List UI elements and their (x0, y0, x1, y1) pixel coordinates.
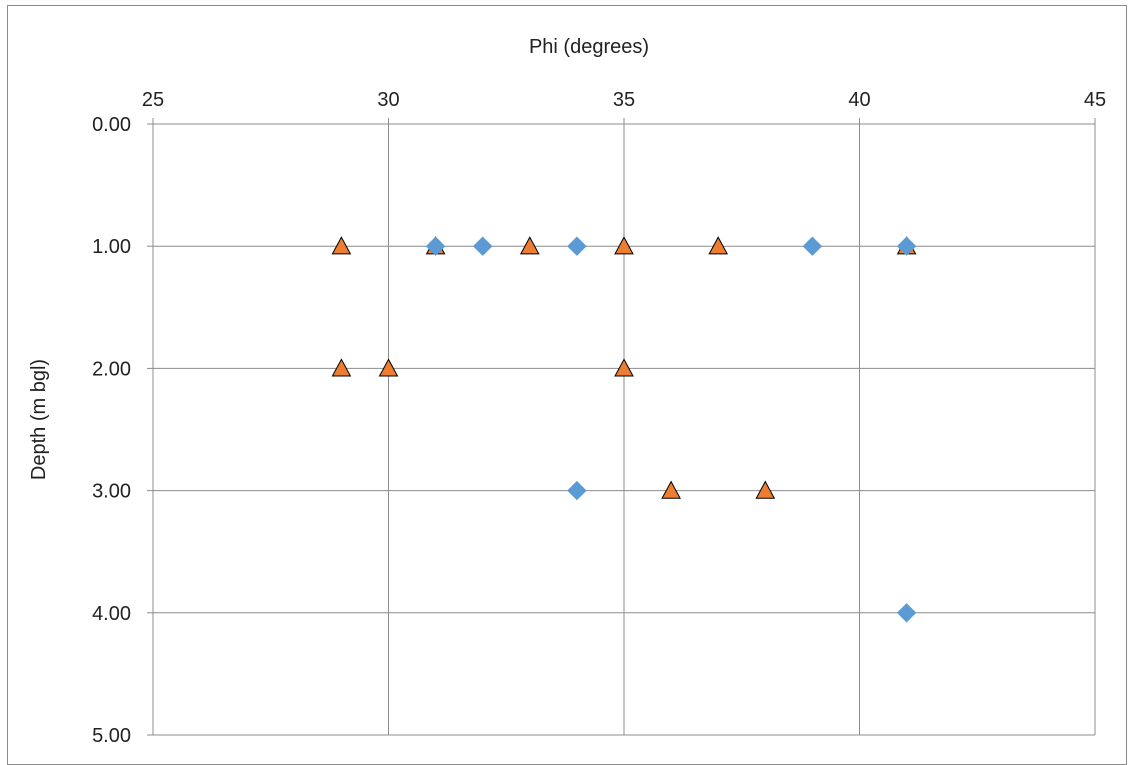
grid-lines (147, 118, 1096, 736)
x-tick-label: 40 (848, 89, 870, 111)
diamond-point (472, 236, 493, 256)
triangle-point (331, 358, 352, 377)
x-tick-label: 25 (142, 89, 164, 111)
y-axis-ticks: 0.00 1.00 2.00 3.00 4.00 5.00 (92, 114, 131, 747)
triangle-point (331, 236, 352, 255)
triangle-point (755, 480, 776, 499)
x-tick-label: 35 (613, 89, 635, 111)
diamond-point (567, 480, 587, 501)
y-tick-label: 1.00 (92, 236, 131, 258)
diamond-point (896, 236, 917, 256)
triangle-point (708, 236, 729, 255)
x-tick-label: 45 (1084, 89, 1106, 111)
diamond-point (896, 603, 917, 623)
diamond-point (425, 236, 446, 256)
triangle-point (661, 480, 681, 499)
triangle-point (519, 236, 540, 255)
y-tick-label: 3.00 (92, 481, 131, 503)
chart-frame (7, 5, 1127, 765)
diamond-point (567, 236, 587, 256)
y-axis-title: Depth (m bgl) (28, 359, 50, 480)
y-tick-label: 0.00 (92, 114, 131, 136)
y-tick-label: 4.00 (92, 603, 131, 625)
y-tick-label: 5.00 (92, 725, 131, 747)
triangle-point (614, 358, 634, 377)
x-tick-label: 30 (377, 89, 399, 111)
triangle-point (378, 358, 399, 377)
data-points (331, 236, 917, 623)
x-axis-title: Phi (degrees) (529, 36, 649, 58)
triangle-point (614, 236, 634, 255)
diamond-point (802, 236, 823, 256)
y-tick-label: 2.00 (92, 358, 131, 380)
x-axis-ticks: 25 30 35 40 45 (142, 89, 1106, 111)
